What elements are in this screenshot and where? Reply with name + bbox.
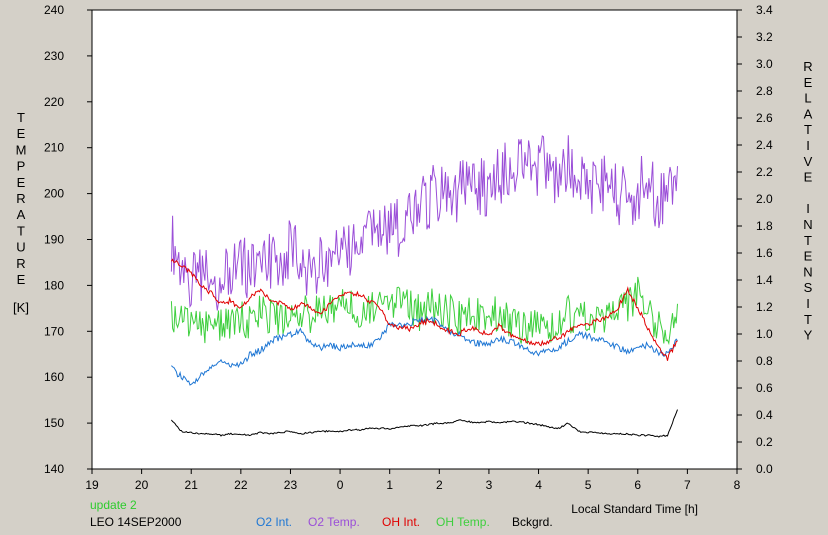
series-line-oh-temp [170, 276, 678, 346]
y-left-tick-label: 230 [44, 49, 64, 63]
y-right-tick-label: 3.4 [756, 3, 773, 17]
x-tick-label: 4 [535, 478, 542, 492]
y-right-label-letter: A [804, 106, 813, 121]
y-left-label-letter: R [16, 256, 25, 271]
y-right-label-letter: I [806, 296, 810, 311]
y-right-label-letter: T [804, 122, 812, 137]
y-left-tick-label: 240 [44, 3, 64, 17]
y-left-tick-label: 170 [44, 324, 64, 338]
y-right-tick-label: 1.8 [756, 219, 773, 233]
x-tick-label: 6 [634, 478, 641, 492]
legend-oh-int: OH Int. [382, 515, 420, 529]
y-right-label-letter: T [804, 312, 812, 327]
annotation-date: LEO 14SEP2000 [90, 515, 182, 529]
x-tick-label: 23 [284, 478, 298, 492]
x-tick-label: 3 [486, 478, 493, 492]
y-right-tick-label: 1.0 [756, 327, 773, 341]
y-right-label-letter: L [804, 91, 811, 106]
x-tick-label: 21 [185, 478, 199, 492]
y-right-label-letter: E [804, 170, 813, 185]
x-tick-label: 5 [585, 478, 592, 492]
y-left-label-letter: E [17, 126, 26, 141]
y-left-tick-label: 160 [44, 370, 64, 384]
x-axis-label: Local Standard Time [h] [571, 502, 698, 516]
y-left-tick-label: 180 [44, 278, 64, 292]
legend-o2-temp: O2 Temp. [308, 515, 360, 529]
y-right-tick-label: 1.2 [756, 300, 773, 314]
y-right-tick-label: 2.0 [756, 192, 773, 206]
series-line-oh-int [170, 258, 678, 361]
y-right-label-letter: I [806, 138, 810, 153]
x-tick-label: 8 [734, 478, 741, 492]
y-right-tick-label: 1.6 [756, 246, 773, 260]
y-right-label-letter: N [803, 264, 812, 279]
y-right-tick-label: 0.6 [756, 381, 773, 395]
y-left-tick-label: 210 [44, 141, 64, 155]
y-right-label-letter: E [804, 75, 813, 90]
y-right-tick-label: 1.4 [756, 273, 773, 287]
annotation-update: update 2 [90, 498, 137, 512]
x-tick-label: 2 [436, 478, 443, 492]
x-tick-label: 1 [386, 478, 393, 492]
y-right-tick-label: 2.8 [756, 84, 773, 98]
legend-oh-temp: OH Temp. [436, 515, 490, 529]
y-left-label-letter: A [17, 207, 26, 222]
y-right-label-letter: E [804, 249, 813, 264]
y-left-label-letter: R [16, 191, 25, 206]
y-right-tick-label: 0.8 [756, 354, 773, 368]
y-left-label-letter: P [17, 159, 26, 174]
y-right-tick-label: 0.4 [756, 408, 773, 422]
x-tick-label: 22 [234, 478, 248, 492]
y-left-label-letter: U [16, 240, 25, 255]
y-right-label-letter: S [804, 280, 813, 295]
x-tick-label: 20 [135, 478, 149, 492]
series-line-bckgrd [170, 409, 678, 438]
y-left-tick-label: 220 [44, 95, 64, 109]
y-left-tick-label: 150 [44, 416, 64, 430]
y-right-label-letter: N [803, 217, 812, 232]
y-right-tick-label: 2.2 [756, 165, 773, 179]
x-tick-label: 0 [337, 478, 344, 492]
y-right-tick-label: 3.0 [756, 57, 773, 71]
x-tick-label: 7 [684, 478, 691, 492]
y-left-tick-label: 190 [44, 233, 64, 247]
y-right-tick-label: 2.6 [756, 111, 773, 125]
legend-o2-int: O2 Int. [256, 515, 292, 529]
y-left-label-letter: E [17, 175, 26, 190]
y-right-label-letter: V [804, 154, 813, 169]
y-right-tick-label: 3.2 [756, 30, 773, 44]
y-left-tick-label: 140 [44, 462, 64, 476]
y-left-label-letter: M [16, 142, 27, 157]
y-left-tick-label: 200 [44, 187, 64, 201]
y-left-label-letter: T [17, 110, 25, 125]
y-right-label-letter: Y [804, 328, 813, 343]
series-line-o2-temp [170, 135, 678, 311]
y-right-tick-label: 0.2 [756, 435, 773, 449]
y-left-label-letter: E [17, 272, 26, 287]
x-tick-label: 19 [85, 478, 99, 492]
plot-area [91, 9, 738, 470]
y-left-unit: [K] [13, 300, 29, 315]
y-right-label-letter: R [803, 59, 812, 74]
y-left-label-letter: T [17, 223, 25, 238]
y-right-tick-label: 2.4 [756, 138, 773, 152]
y-right-tick-label: 0.0 [756, 462, 773, 476]
legend-bckgrd: Bckgrd. [512, 515, 553, 529]
y-right-label-letter: T [804, 233, 812, 248]
y-right-label-letter: I [806, 201, 810, 216]
